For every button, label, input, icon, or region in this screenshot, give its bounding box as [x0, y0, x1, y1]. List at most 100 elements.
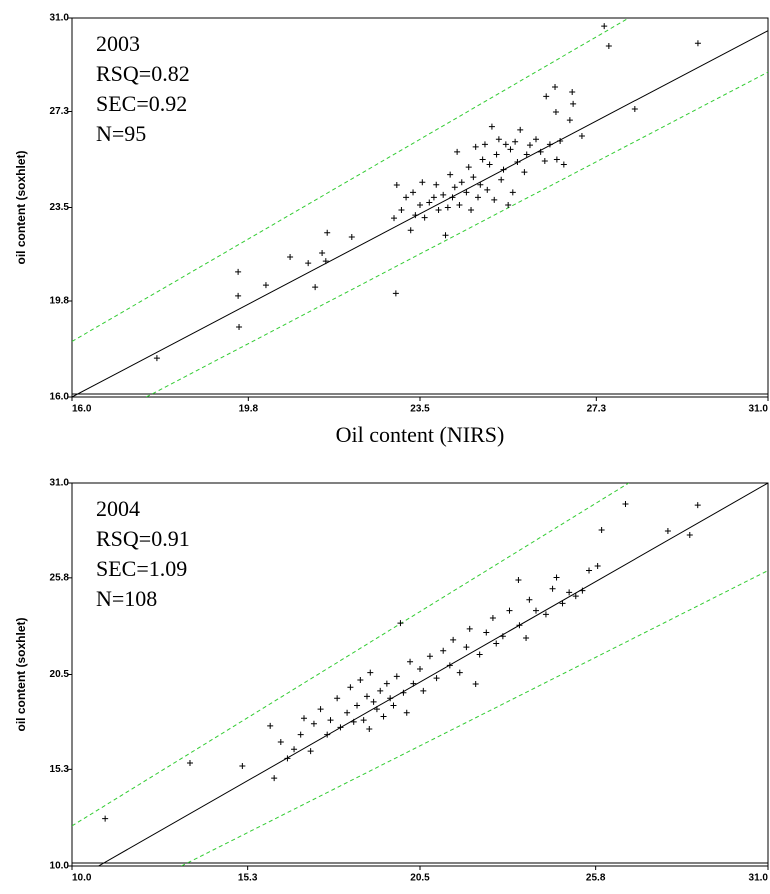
point	[664, 527, 671, 534]
point	[586, 567, 593, 574]
point	[433, 181, 440, 188]
point	[392, 290, 399, 297]
band-line	[72, 18, 630, 342]
point	[363, 693, 370, 700]
point	[572, 593, 579, 600]
x-tick-label: 31.0	[749, 873, 769, 884]
point	[430, 194, 437, 201]
y-tick-label: 27.3	[50, 106, 70, 117]
point	[578, 132, 585, 139]
point	[557, 138, 564, 145]
point	[393, 673, 400, 680]
point	[317, 706, 324, 713]
point	[354, 702, 361, 709]
point	[542, 611, 549, 618]
x-tick-label: 10.0	[72, 873, 92, 884]
point	[476, 651, 483, 658]
y-tick-label: 10.0	[50, 861, 70, 872]
point	[472, 680, 479, 687]
x-tick-label: 27.3	[587, 404, 607, 415]
point	[506, 607, 513, 614]
y-tick-label: 31.0	[50, 13, 70, 24]
annotation: N=95	[96, 121, 146, 146]
point	[377, 687, 384, 694]
point	[421, 214, 428, 221]
y-tick-label: 15.3	[50, 764, 70, 775]
point	[367, 669, 374, 676]
point	[533, 136, 539, 143]
point	[631, 105, 638, 112]
point	[458, 179, 465, 186]
point	[502, 141, 509, 148]
point	[380, 713, 387, 720]
point	[533, 607, 539, 614]
y-tick-label: 23.5	[50, 202, 70, 213]
point	[505, 201, 512, 208]
x-tick-label: 15.3	[238, 873, 258, 884]
point	[417, 201, 423, 208]
point	[470, 174, 477, 181]
point	[407, 227, 414, 234]
annotation: 2004	[96, 496, 140, 521]
point	[366, 726, 373, 733]
point	[391, 215, 398, 222]
point	[417, 666, 423, 673]
point	[601, 23, 608, 30]
point	[549, 585, 556, 592]
band-line	[181, 570, 768, 866]
point	[454, 148, 461, 155]
y-tick-label: 19.8	[50, 296, 70, 307]
point	[262, 282, 269, 289]
point	[235, 268, 242, 275]
point	[287, 254, 294, 261]
point	[498, 176, 505, 183]
point	[483, 629, 490, 636]
point	[486, 161, 493, 168]
point	[465, 164, 472, 171]
point	[468, 207, 475, 214]
point	[403, 709, 410, 716]
annotation: SEC=0.92	[96, 91, 187, 116]
y-tick-label: 31.0	[50, 478, 70, 489]
point	[456, 669, 463, 676]
point	[523, 151, 530, 158]
x-tick-label: 16.0	[72, 404, 92, 415]
point	[410, 680, 417, 687]
point	[491, 196, 498, 203]
point	[407, 658, 414, 665]
point	[267, 722, 274, 729]
x-tick-label: 19.8	[239, 404, 259, 415]
point	[493, 151, 500, 158]
annotation: RSQ=0.91	[96, 526, 190, 551]
point	[514, 159, 521, 166]
point	[426, 653, 433, 660]
annotation: RSQ=0.82	[96, 61, 190, 86]
point	[451, 184, 458, 191]
point	[433, 675, 440, 682]
point	[327, 717, 334, 724]
point	[387, 695, 394, 702]
point	[481, 141, 488, 148]
x-tick-label: 25.8	[586, 873, 606, 884]
point	[559, 600, 566, 607]
point	[569, 89, 576, 96]
point	[463, 644, 470, 651]
point	[426, 199, 433, 206]
point	[477, 181, 484, 188]
point	[348, 234, 355, 241]
point	[526, 596, 533, 603]
point	[566, 589, 573, 596]
point	[594, 562, 601, 569]
point	[446, 662, 453, 669]
point	[440, 191, 447, 198]
point	[186, 759, 193, 766]
point	[541, 158, 548, 165]
point	[537, 148, 544, 155]
point	[523, 635, 530, 642]
x-axis-label: Oil content (NIRS)	[336, 422, 505, 447]
band-line	[72, 483, 630, 827]
point	[517, 126, 524, 133]
point	[484, 186, 491, 193]
annotation: SEC=1.09	[96, 556, 187, 581]
